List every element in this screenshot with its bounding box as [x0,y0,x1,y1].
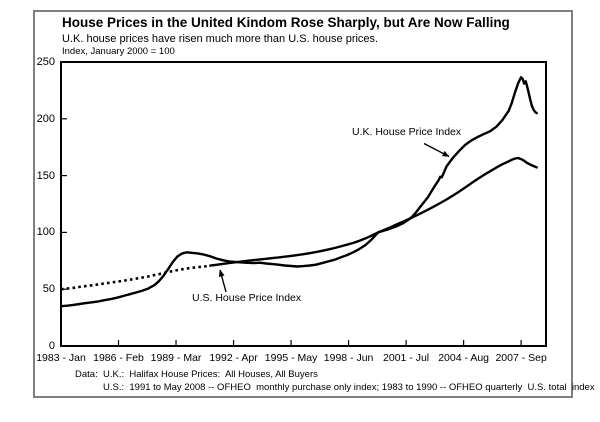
x-axis-label-2001-Jul: 2001 - Jul [383,352,430,364]
x-axis-label-1989-Mar: 1989 - Mar [150,352,202,364]
uk-price-line [59,76,538,308]
us-annotation-arrow [218,269,227,293]
y-axis-label-250: 250 [36,56,55,68]
y-axis-label-150: 150 [36,169,55,182]
us-price-line [209,156,538,267]
y-axis-unit-note: Index, January 2000 = 100 [62,46,175,57]
y-axis-label-200: 200 [36,112,55,125]
chart-title: House Prices in the United Kindom Rose S… [62,15,510,30]
y-axis-label-100: 100 [36,226,55,239]
x-axis-label-2007-Sep: 2007 - Sep [495,352,547,364]
chart-subtitle: U.K. house prices have risen much more t… [62,33,379,45]
x-axis-label-2004-Aug: 2004 - Aug [438,352,489,364]
x-axis-label-1998-Jun: 1998 - Jun [323,352,374,364]
us-series-annotation: U.S. House Price Index [192,292,302,304]
y-axis-label-0: 0 [48,340,55,352]
uk-series-annotation: U.K. House Price Index [352,126,462,138]
us-early-price-line [60,264,211,291]
x-axis-label-1995-May: 1995 - May [264,352,318,364]
data-source-line-1: Data: U.K.: Halifax House Prices: All Ho… [75,369,318,380]
x-axis-label-1992-Apr: 1992 - Apr [209,352,258,364]
y-axis-label-50: 50 [42,283,55,296]
x-axis-label-1986-Feb: 1986 - Feb [93,352,144,364]
plot-border [60,61,547,347]
uk-annotation-arrow [423,142,450,158]
figure-border [33,10,573,398]
x-axis-label-1983-Jan: 1983 - Jan [36,352,86,364]
data-source-line-2: U.S.: 1991 to May 2008 -- OFHEO monthly … [103,382,595,393]
